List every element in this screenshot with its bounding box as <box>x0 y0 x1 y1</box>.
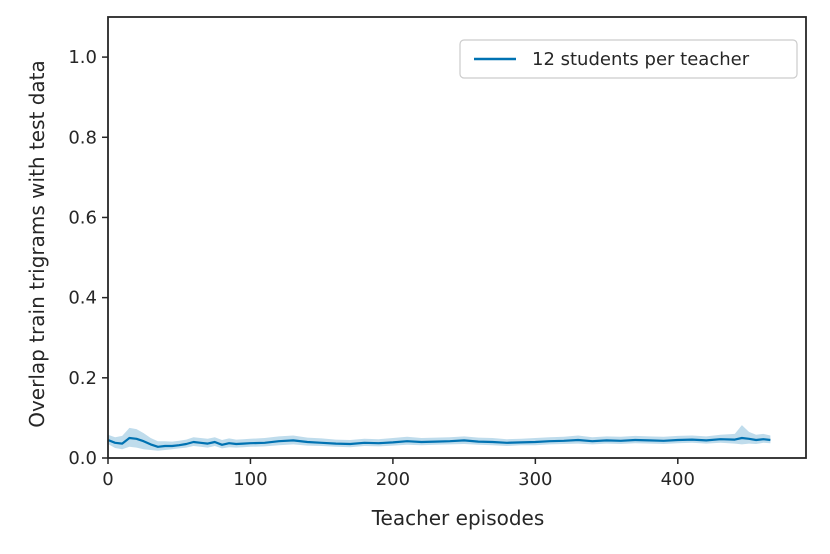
y-tick-label: 1.0 <box>68 47 97 68</box>
confidence-band-0 <box>108 425 771 451</box>
y-axis-ticks: 0.0 0.2 0.4 0.6 0.8 1.0 <box>68 47 108 469</box>
x-tick-label: 400 <box>661 469 695 490</box>
x-tick-label: 200 <box>376 469 410 490</box>
plot-frame <box>107 16 807 459</box>
confidence-bands <box>108 425 771 451</box>
y-axis-label: Overlap train trigrams with test data <box>25 60 49 428</box>
x-tick-label: 300 <box>518 469 552 490</box>
legend-label: 12 students per teacher <box>532 49 750 70</box>
legend: 12 students per teacher <box>459 39 798 79</box>
x-tick-label: 100 <box>233 469 267 490</box>
series-lines <box>107 436 771 448</box>
y-tick-label: 0.8 <box>68 127 97 148</box>
x-axis-ticks: 0 100 200 300 400 <box>102 458 695 490</box>
legend-frame <box>459 39 798 79</box>
y-tick-label: 0.4 <box>68 288 97 309</box>
y-tick-label: 0.2 <box>68 368 97 389</box>
y-tick-label: 0.6 <box>68 207 97 228</box>
y-tick-label: 0.0 <box>68 448 97 469</box>
series-line-0 <box>107 436 771 448</box>
x-axis-label: Teacher episodes <box>371 506 545 530</box>
x-tick-label: 0 <box>102 469 113 490</box>
